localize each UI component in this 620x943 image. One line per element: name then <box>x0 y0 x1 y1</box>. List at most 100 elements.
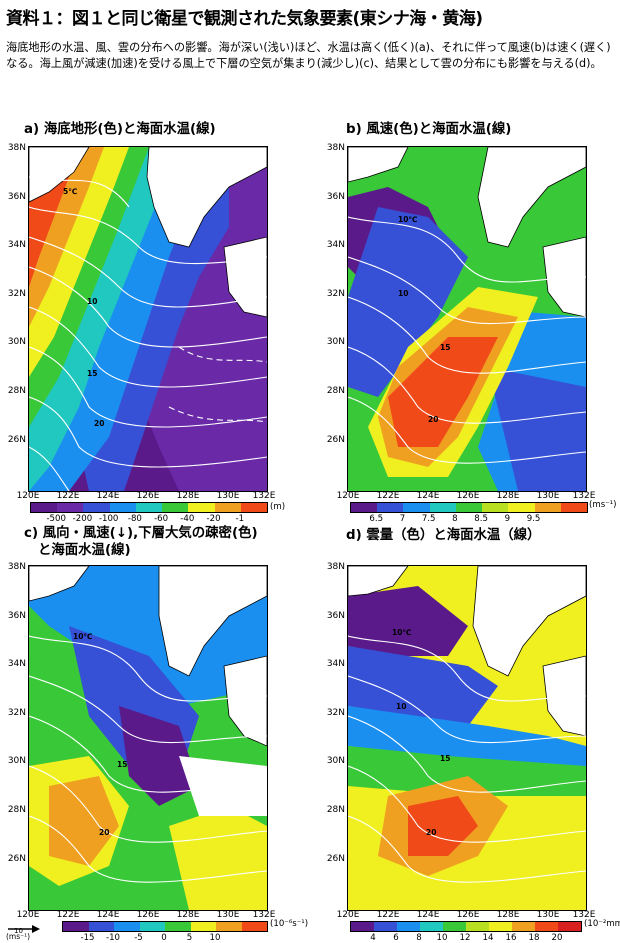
lat-label: 32N <box>7 708 26 718</box>
colorbar-swatch <box>466 922 489 931</box>
lon-label: 122E <box>56 910 80 920</box>
lon-label: 128E <box>176 491 200 501</box>
colorbar-tick-label: -60 <box>154 514 169 524</box>
lat-label: 38N <box>326 562 345 572</box>
lon-label: 124E <box>96 910 120 920</box>
colorbar-swatch <box>114 922 140 931</box>
colorbar-b-unit: (ms⁻¹) <box>589 500 617 510</box>
lon-label: 128E <box>176 910 200 920</box>
lat-label: 36N <box>7 611 26 621</box>
lon-label: 120E <box>336 491 360 501</box>
colorbar-swatch <box>429 503 456 512</box>
colorbar-a <box>30 502 268 513</box>
colorbar-tick-label: 9.5 <box>526 514 541 524</box>
colorbar-tick-label: -80 <box>127 514 142 524</box>
colorbar-swatch <box>489 922 512 931</box>
lon-label: 124E <box>96 491 120 501</box>
panel-c-title: c) 風向・風速(↓),下層大気の疎密(色) <box>24 526 258 541</box>
contour-label: 15 <box>440 754 451 763</box>
colorbar-tick-label: 8 <box>452 514 458 524</box>
contour-label: 15 <box>440 343 451 352</box>
colorbar-tick-label: 6.5 <box>369 514 384 524</box>
colorbar-c <box>62 921 268 932</box>
colorbar-swatch <box>534 503 561 512</box>
lon-label: 120E <box>16 491 40 501</box>
contour-label: 20 <box>426 828 437 837</box>
colorbar-tick-label: 8.5 <box>474 514 488 524</box>
colorbar-c-unit: (10⁻⁶s⁻¹) <box>270 919 309 929</box>
lon-label: 120E <box>336 910 360 920</box>
lat-label: 32N <box>326 289 345 299</box>
panel-a-map: 5℃ 10 15 20 <box>28 146 268 492</box>
panel-c-map: 10℃ 15 20 <box>28 565 268 911</box>
colorbar-tick-label: 9 <box>504 514 511 524</box>
lat-label: 32N <box>326 708 345 718</box>
colorbar-swatch <box>397 922 420 931</box>
lon-label: 126E <box>136 910 160 920</box>
page-title: 資料１：図１と同じ衛星で観測された気象要素(東シナ海・黄海) <box>6 9 483 29</box>
colorbar-swatch <box>374 922 397 931</box>
wind-arrow-unit: (ms⁻¹) <box>6 932 31 941</box>
lat-label: 28N <box>7 805 26 815</box>
lon-label: 132E <box>252 491 276 501</box>
colorbar-swatch <box>455 503 483 512</box>
colorbar-tick-label: 5 <box>186 933 193 943</box>
colorbar-swatch <box>443 922 466 931</box>
lon-label: 126E <box>136 491 160 501</box>
lat-label: 38N <box>7 562 26 572</box>
colorbar-swatch <box>377 503 404 512</box>
lon-label: 130E <box>216 491 240 501</box>
colorbar-tick-label: 18 <box>528 933 540 943</box>
colorbar-tick-label: 8 <box>416 933 422 943</box>
colorbar-tick-label: 20 <box>551 933 563 943</box>
lat-label: 30N <box>326 337 345 347</box>
colorbar-swatch <box>165 922 191 931</box>
panel-d-map-graphic <box>348 566 586 910</box>
lat-label: 26N <box>326 854 345 864</box>
contour-label: 10 <box>396 702 407 711</box>
lat-label: 28N <box>326 386 345 396</box>
lon-label: 132E <box>572 910 596 920</box>
colorbar-swatch <box>88 922 114 931</box>
panel-d-map: 10℃ 10 15 20 <box>347 565 587 911</box>
panel-b-map-graphic <box>348 147 586 491</box>
panel-a-title: a) 海底地形(色)と海面水温(線) <box>24 122 216 137</box>
lon-label: 128E <box>496 491 520 501</box>
lon-label: 120E <box>16 910 40 920</box>
contour-label: 10℃ <box>398 215 418 224</box>
lat-label: 34N <box>326 240 345 250</box>
colorbar-tick-label: -15 <box>80 933 95 943</box>
colorbar-tick-label: 10 <box>436 933 448 943</box>
colorbar-b <box>350 502 588 513</box>
colorbar-tick-label: 7 <box>399 514 406 524</box>
lat-label: 34N <box>326 659 345 669</box>
lat-label: 36N <box>326 611 345 621</box>
colorbar-tick-label: 6 <box>393 933 399 943</box>
lat-label: 28N <box>326 805 345 815</box>
colorbar-tick-label: 7.5 <box>421 514 436 524</box>
lat-label: 38N <box>326 143 345 153</box>
lon-label: 130E <box>536 910 560 920</box>
wind-arrow-legend: 10 <box>6 919 42 941</box>
lat-label: 34N <box>7 659 26 669</box>
lon-label: 128E <box>496 910 520 920</box>
colorbar-swatch <box>558 922 581 931</box>
lat-label: 36N <box>326 192 345 202</box>
colorbar-swatch <box>57 503 84 512</box>
lat-label: 38N <box>7 143 26 153</box>
colorbar-d <box>350 921 582 932</box>
lat-label: 30N <box>7 337 26 347</box>
colorbar-swatch <box>139 922 165 931</box>
colorbar-swatch <box>420 922 443 931</box>
colorbar-tick-label: 16 <box>505 933 517 943</box>
colorbar-tick-label: -100 <box>98 514 119 524</box>
colorbar-swatch <box>190 922 216 931</box>
colorbar-d-unit: (10⁻²mm) <box>584 919 620 929</box>
lon-label: 126E <box>456 910 480 920</box>
lat-label: 28N <box>7 386 26 396</box>
lat-label: 26N <box>326 435 345 445</box>
colorbar-swatch <box>351 922 374 931</box>
colorbar-tick-label: 0 <box>161 933 167 943</box>
colorbar-tick-label: 10 <box>209 933 221 943</box>
colorbar-tick-label: -10 <box>105 933 121 943</box>
